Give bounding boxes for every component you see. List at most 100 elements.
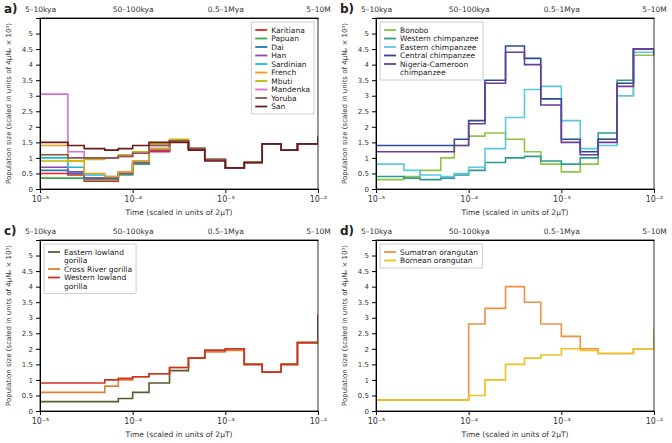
tick-label: 0 [365,186,369,194]
tick-mark [36,271,40,272]
tick: 3 [29,314,40,322]
tick-label: 10⁻⁵ [32,417,50,426]
tick: 10⁻⁴ [460,189,478,204]
tick-label: 10⁻⁵ [368,417,386,426]
panel: 10⁻⁵10⁻⁴10⁻³10⁻²00.511.522.533.544.555–1… [340,224,667,439]
series-line [40,94,318,168]
tick-label: 10⁻⁴ [124,195,142,204]
tick: 2.5 [22,108,40,116]
legend-swatch [255,46,267,48]
tick-label: 1.5 [358,139,369,147]
legend-swatch [48,277,60,279]
tick: 10⁻⁵ [32,411,50,426]
tick-label: 10⁻³ [553,417,571,426]
tick-label: 0.5 [22,170,33,178]
axis-line [377,18,655,19]
axis-line [41,18,319,19]
tick: 2.5 [22,330,40,338]
plot-frame [376,18,654,189]
tick-mark [372,173,376,174]
panel-title: d) [340,224,354,238]
tick-label: 5–10M [642,227,667,236]
tick: 3.5 [358,299,376,307]
tick-label: 4.5 [22,268,33,276]
tick-mark [654,189,655,193]
tick-mark [372,189,376,190]
tick-mark [372,158,376,159]
tick-label: 5–10kya [25,5,56,14]
tick: 5 [29,252,40,260]
tick-mark [469,411,470,415]
tick-label: 50–100kya [113,227,154,236]
tick: 10⁻³ [217,189,235,204]
x-axis: 10⁻⁵10⁻⁴10⁻³10⁻² [32,411,328,426]
legend-swatch [384,38,396,40]
axis-line [41,412,319,416]
tick: 1 [29,377,40,385]
tick-mark [561,411,562,415]
series-line [376,287,654,400]
tick-label: 10⁻² [310,417,328,426]
tick-label: 5 [365,30,369,38]
y-axis: 00.511.522.533.544.55 [22,241,41,416]
tick: 5–10kya [25,5,56,18]
tick-mark [372,256,376,257]
tick-label: 5–10M [642,5,667,14]
tick-label: 50–100kya [113,5,154,14]
tick-label: 2 [29,124,33,132]
tick: 2 [29,346,40,354]
series-line [40,136,318,168]
tick: 5 [365,30,376,38]
legend-label: Western lowlandgorilla [64,273,126,291]
tick-label: 0.5–1Mya [208,5,244,14]
legend-swatch [255,89,267,91]
tick: 5–10M [306,227,331,240]
tick-label: 4 [29,61,34,69]
legend-swatch [255,80,267,82]
tick-label: 10⁻³ [217,195,235,204]
tick-label: 0.5–1Mya [544,227,580,236]
tick-mark [372,34,376,35]
tick-label: 5 [29,30,33,38]
tick-mark [372,287,376,288]
tick-label: 10⁻⁵ [368,195,386,204]
tick: 3 [365,314,376,322]
panel-title: a) [4,2,18,16]
tick-label: 1.5 [22,361,33,369]
tick-label: 0.5–1Mya [208,227,244,236]
figure: 10⁻⁵10⁻⁴10⁻³10⁻²00.511.522.533.544.555–1… [0,0,672,443]
tick-mark [372,65,376,66]
tick-mark [36,142,40,143]
y-axis: 00.511.522.533.544.55 [358,19,377,194]
tick: 2 [365,346,376,354]
tick-label: 3.5 [358,77,369,85]
axis-line [377,240,655,241]
tick-label: 4.5 [22,46,33,54]
x-axis: 10⁻⁵10⁻⁴10⁻³10⁻² [368,189,664,204]
tick-mark [36,256,40,257]
legend-swatch [48,251,60,253]
tick: 2 [365,124,376,132]
axis-line [377,412,655,416]
tick-label: 0 [29,186,33,194]
tick-mark [133,189,134,193]
tick-label: 5–10M [306,227,331,236]
tick-mark [372,380,376,381]
legend: Sumatran orangutanBornean orangutan [380,244,482,268]
tick: 3.5 [22,77,40,85]
x-axis-title: Time (scaled in units of 2μT) [461,430,569,439]
tick: 10⁻⁵ [32,189,50,204]
tick-label: 10⁻⁵ [32,195,50,204]
tick: 10⁻² [310,411,328,426]
legend-swatch [255,55,267,57]
tick: 0.5 [358,170,376,178]
tick-mark [36,65,40,66]
tick-label: 5–10kya [361,5,392,14]
tick-label: 0 [29,408,33,416]
tick: 0 [29,408,40,416]
tick-label: 10⁻² [310,195,328,204]
legend-item: Western lowlandgorilla [48,273,126,291]
tick-mark [36,302,40,303]
tick-mark [372,349,376,350]
tick-label: 1.5 [22,139,33,147]
